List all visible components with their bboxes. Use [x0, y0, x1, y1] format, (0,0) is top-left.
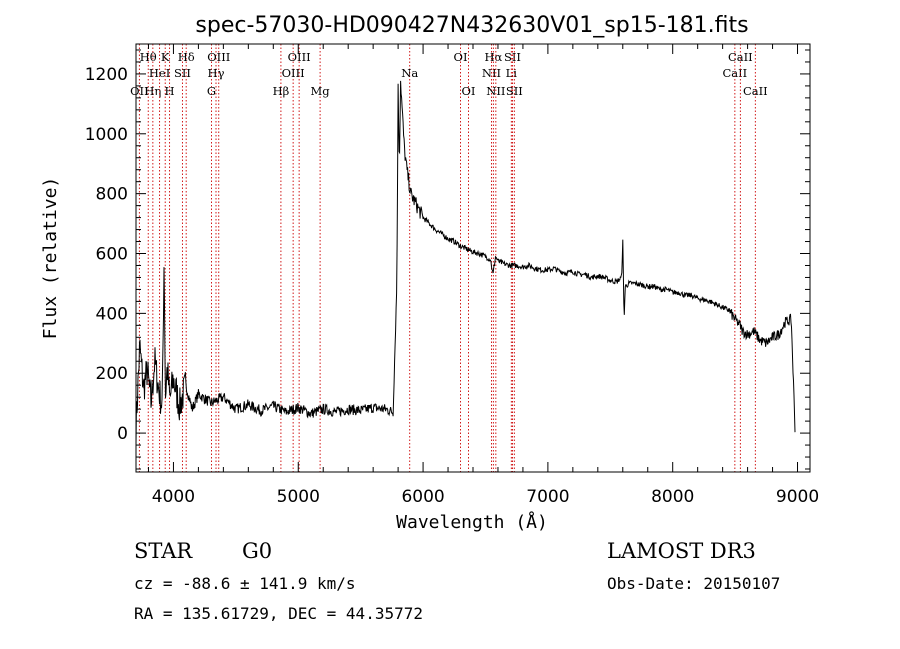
line-marker-label: OIII	[207, 50, 230, 64]
line-marker-label: OI	[454, 50, 468, 64]
line-marker-label: Mg	[311, 84, 331, 98]
y-tick-label: 1000	[85, 125, 128, 145]
object-class: STAR	[134, 539, 193, 563]
line-marker-label: H	[165, 84, 175, 98]
line-marker-label: Hα	[484, 50, 502, 64]
object-subclass: G0	[242, 539, 273, 563]
spectrum-line	[135, 80, 796, 446]
line-marker-label: Hη	[144, 84, 161, 98]
x-axis-ticks: 4000 5000 6000 7000 8000 9000	[147, 44, 819, 507]
line-marker-label: SII	[504, 50, 521, 64]
redshift-cz: cz = -88.6 ± 141.9 km/s	[134, 574, 356, 593]
survey-name: LAMOST DR3	[607, 539, 756, 563]
chart-title: spec-57030-HD090427N432630V01_sp15-181.f…	[195, 13, 748, 38]
line-marker-label: NII	[482, 66, 501, 80]
x-tick-label: 6000	[401, 487, 444, 507]
line-marker-label: CaII	[728, 50, 753, 64]
line-marker-label: Na	[401, 66, 418, 80]
y-tick-label: 600	[96, 245, 128, 265]
line-marker-label: K	[161, 50, 170, 64]
observation-date: Obs-Date: 20150107	[607, 574, 781, 593]
line-marker-label: Hθ	[140, 50, 157, 64]
line-marker-label: Hβ	[273, 84, 290, 98]
y-tick-label: 200	[96, 364, 128, 384]
ra-dec-coordinates: RA = 135.61729, DEC = 44.35772	[134, 604, 423, 623]
line-marker-label: SII	[506, 84, 523, 98]
y-axis-title: Flux (relative)	[40, 177, 61, 340]
y-axis-ticks: 0 200 400 600 800 1000 1200	[85, 49, 810, 470]
line-marker-label: OIII	[288, 50, 311, 64]
x-tick-label: 8000	[651, 487, 694, 507]
y-tick-label: 0	[117, 424, 128, 444]
line-marker-label: CaII	[722, 66, 747, 80]
line-marker-label: G	[207, 84, 216, 98]
line-marker-label: OIII	[282, 66, 305, 80]
line-marker-label: Li	[506, 66, 518, 80]
x-axis-title: Wavelength (Å)	[396, 511, 548, 533]
line-marker-label: Hδ	[178, 50, 195, 64]
x-tick-label: 5000	[277, 487, 320, 507]
line-marker-label: HeI	[149, 66, 170, 80]
spectrum-series	[135, 80, 796, 446]
line-marker-label: OII	[130, 84, 149, 98]
x-tick-label: 4000	[152, 487, 195, 507]
x-tick-label: 9000	[776, 487, 819, 507]
line-marker-label: SII	[174, 66, 191, 80]
x-tick-label: 7000	[526, 487, 569, 507]
plot-frame	[135, 43, 811, 473]
y-tick-label: 400	[96, 304, 128, 324]
line-marker-label: Hγ	[208, 66, 225, 80]
line-marker-label: NII	[486, 84, 505, 98]
line-marker-label: OI	[462, 84, 476, 98]
line-marker-label: CaII	[743, 84, 768, 98]
y-tick-label: 800	[96, 185, 128, 205]
y-tick-label: 1200	[85, 65, 128, 85]
